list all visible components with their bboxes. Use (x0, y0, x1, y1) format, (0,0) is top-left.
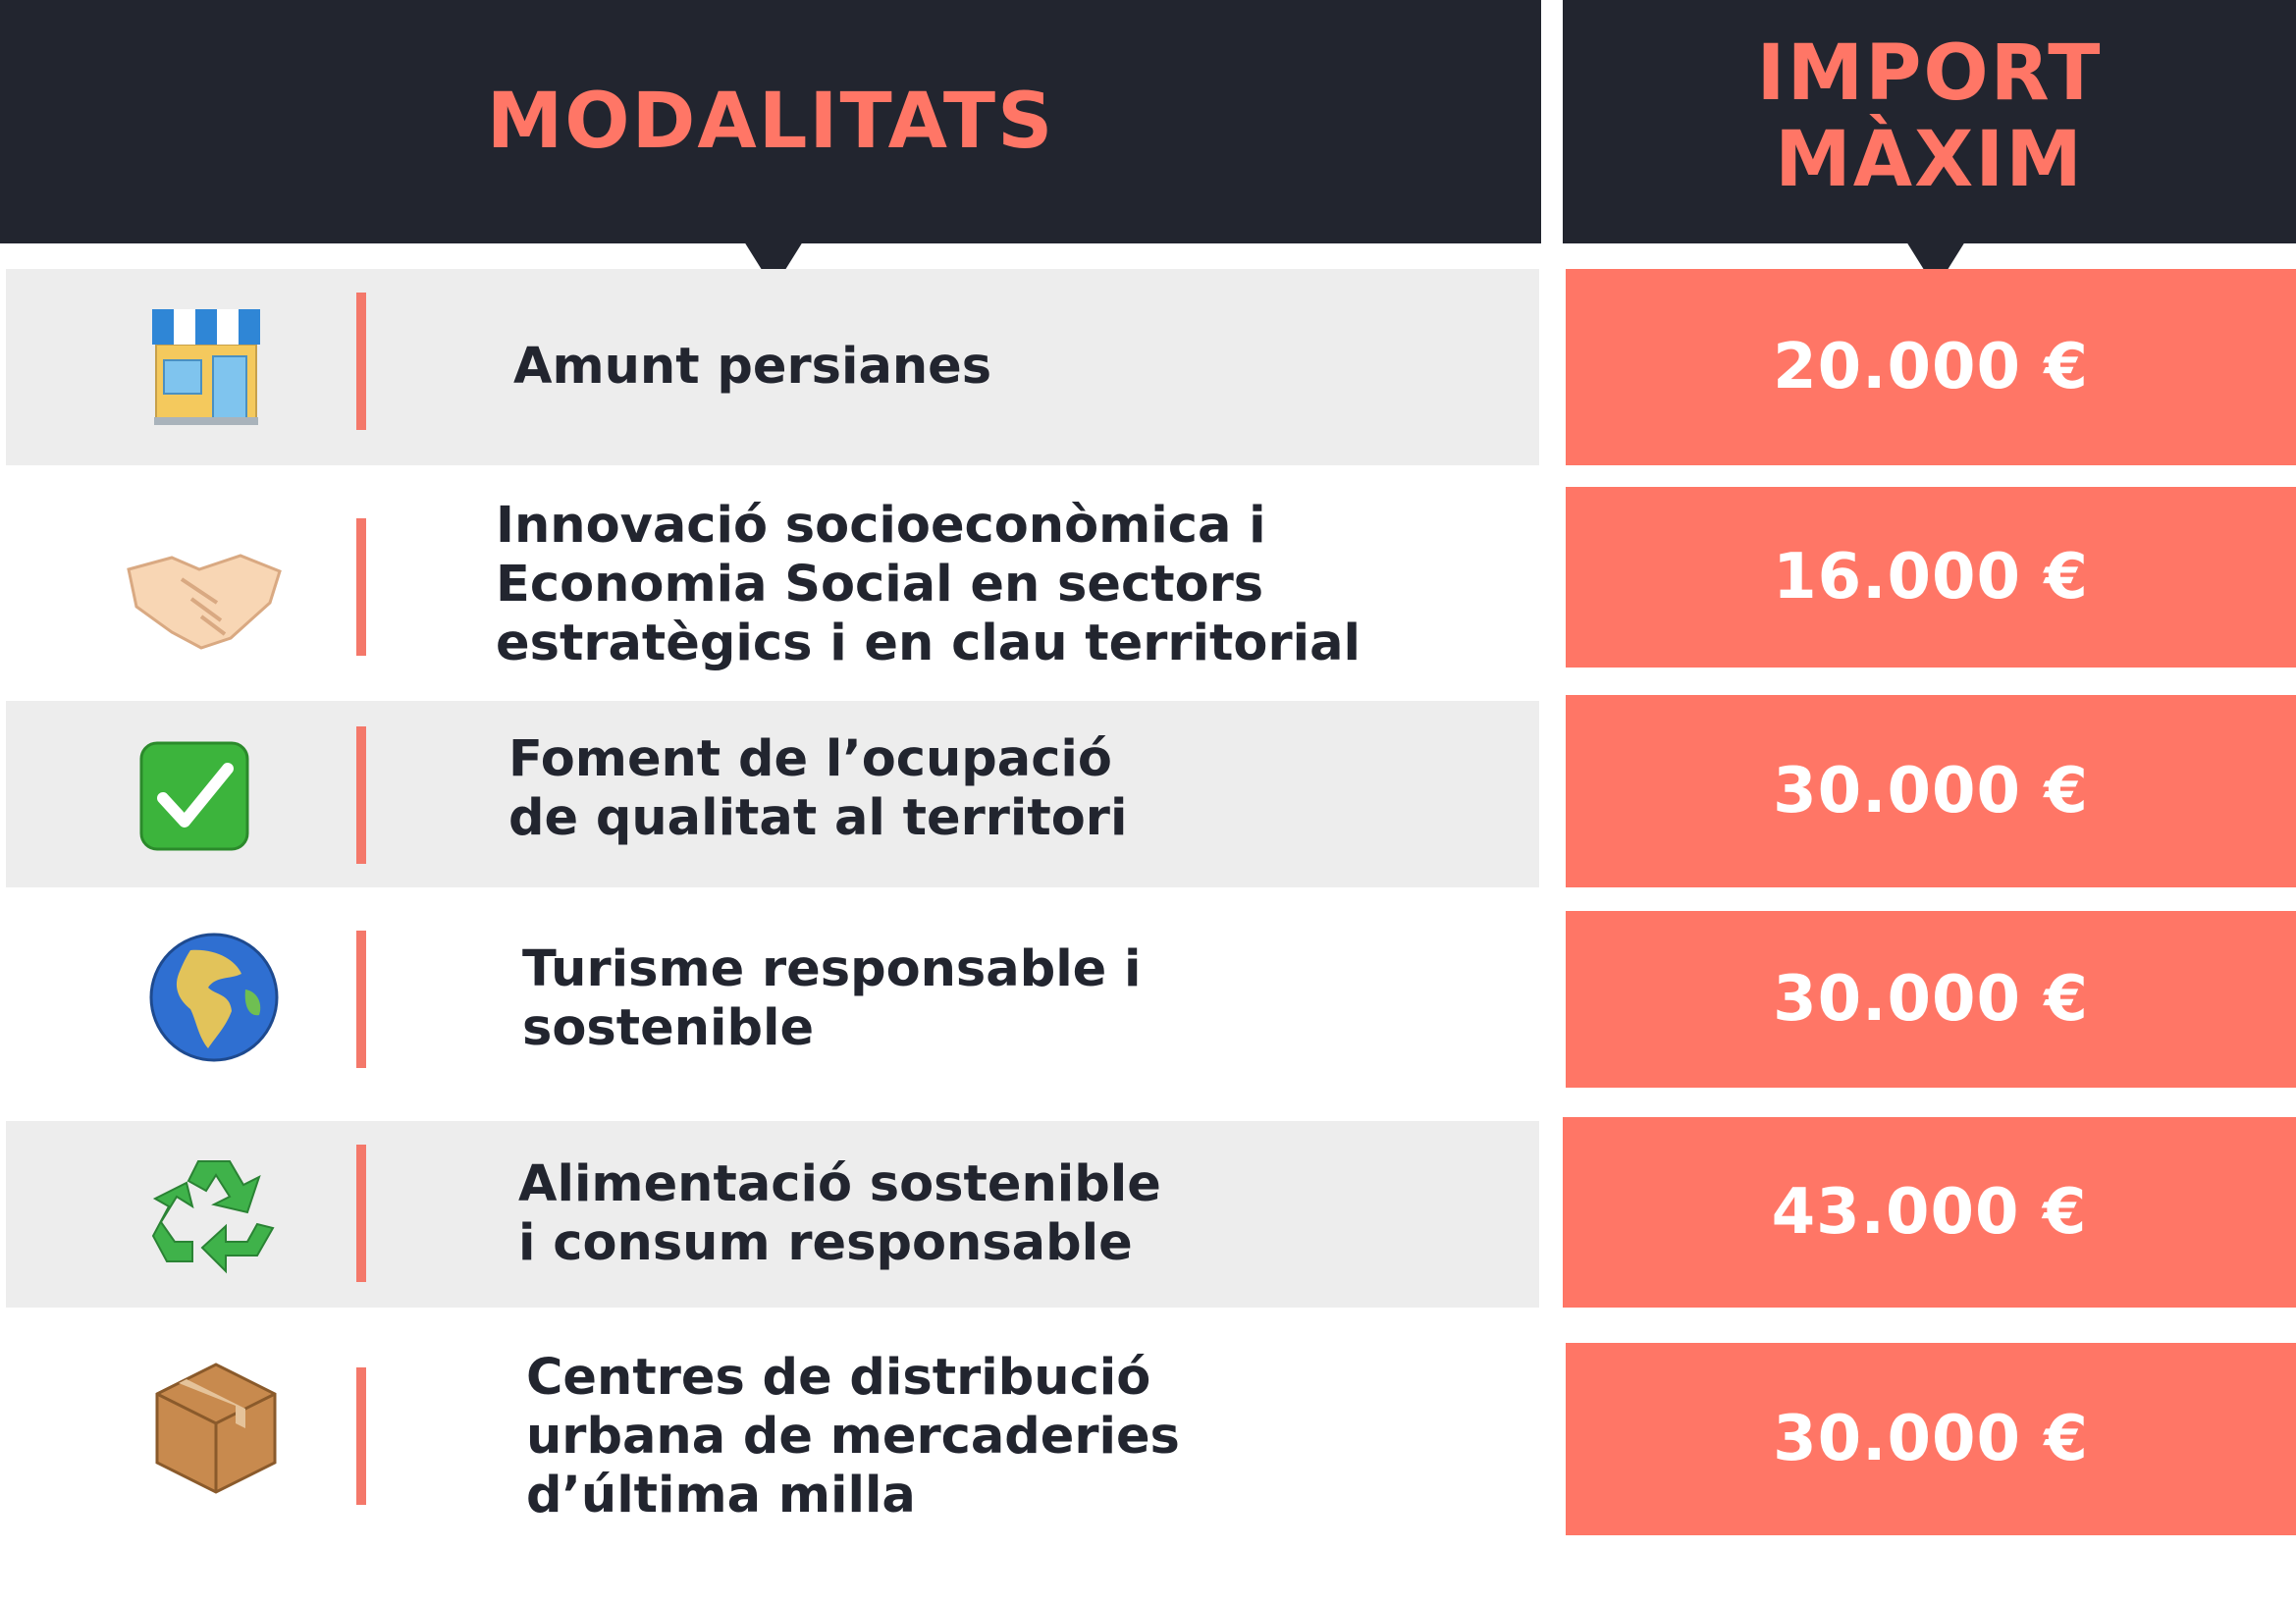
row-2-label: Innovació socioeconòmica i Economia Soci… (496, 497, 1361, 672)
table-row-1-background (6, 269, 1539, 465)
import-maxim-title-line1: IMPORT (1756, 29, 2103, 118)
row-3-divider (356, 726, 366, 864)
check-mark-icon (139, 741, 249, 851)
row-4-divider (356, 931, 366, 1068)
table-row-3-background (6, 701, 1539, 887)
row-4-label: Turisme responsable i sostenible (522, 940, 1142, 1057)
globe-icon (147, 931, 281, 1064)
row-1-amount: 20.000 € (1566, 269, 2296, 465)
row-1-divider (356, 293, 366, 430)
row-1-label: Amunt persianes (513, 338, 992, 396)
row-4-amount: 30.000 € (1566, 911, 2296, 1088)
row-5-amount: 43.000 € (1563, 1117, 2296, 1308)
import-maxim-title-line2: MÀXIM (1775, 116, 2084, 204)
modalitats-header: MODALITATS (0, 0, 1541, 243)
package-icon (147, 1355, 285, 1500)
shop-icon (142, 299, 270, 427)
table-row-5-background (6, 1121, 1539, 1308)
modalitats-title: MODALITATS (486, 78, 1055, 166)
row-6-label: Centres de distribució urbana de mercade… (526, 1349, 1180, 1524)
row-5-label: Alimentació sostenible i consum responsa… (518, 1155, 1161, 1272)
row-2-amount: 16.000 € (1566, 487, 2296, 668)
row-3-label: Foment de l’ocupació de qualitat al terr… (508, 730, 1128, 847)
row-6-amount: 30.000 € (1566, 1343, 2296, 1535)
handshake-icon (123, 530, 285, 658)
row-2-divider (356, 518, 366, 656)
row-5-divider (356, 1145, 366, 1282)
row-3-amount: 30.000 € (1566, 695, 2296, 887)
recycle-icon (149, 1153, 279, 1275)
import-maxim-header: IMPORT MÀXIM (1563, 0, 2296, 243)
row-6-divider (356, 1367, 366, 1505)
